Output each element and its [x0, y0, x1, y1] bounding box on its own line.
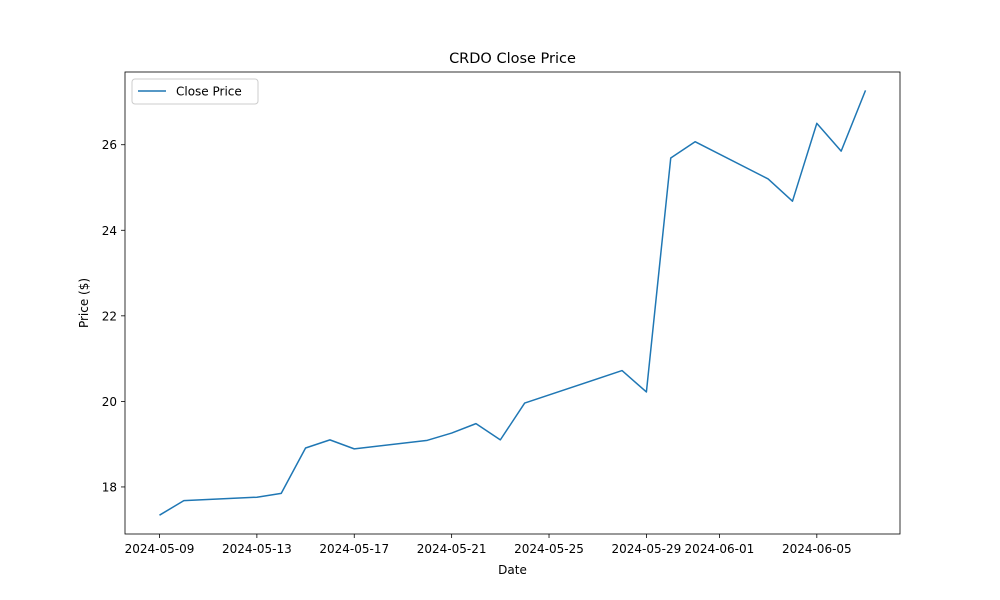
- x-axis: 2024-05-09 2024-05-13 2024-05-17 2024-05-21…: [125, 534, 852, 556]
- x-tick-label: 2024-06-05: [782, 542, 852, 556]
- y-tick-label: 24: [102, 224, 117, 238]
- x-tick-label: 2024-05-17: [319, 542, 389, 556]
- legend-box: [131, 78, 259, 105]
- y-tick-label: 26: [102, 138, 117, 152]
- plot-area: [159, 90, 867, 516]
- y-axis: 18 20 22 24 26: [102, 138, 125, 494]
- x-tick-label: 2024-05-29: [612, 542, 682, 556]
- x-tick-label: 2024-05-21: [417, 542, 487, 556]
- legend: Close Price: [131, 78, 259, 105]
- series-line-0: [159, 90, 867, 516]
- legend-label: Close Price: [176, 85, 242, 99]
- x-tick-label: 2024-05-13: [222, 542, 292, 556]
- x-tick-label: 2024-05-25: [514, 542, 584, 556]
- axes-frame: [124, 71, 901, 535]
- y-axis-label: Price ($): [77, 278, 91, 328]
- x-tick-label: 2024-06-01: [685, 542, 755, 556]
- chart-title: CRDO Close Price: [449, 51, 576, 67]
- y-tick-label: 20: [102, 395, 117, 409]
- x-tick-label: 2024-05-09: [125, 542, 195, 556]
- x-axis-label: Date: [498, 563, 527, 577]
- y-tick-label: 18: [102, 480, 117, 494]
- y-tick-label: 22: [102, 309, 117, 323]
